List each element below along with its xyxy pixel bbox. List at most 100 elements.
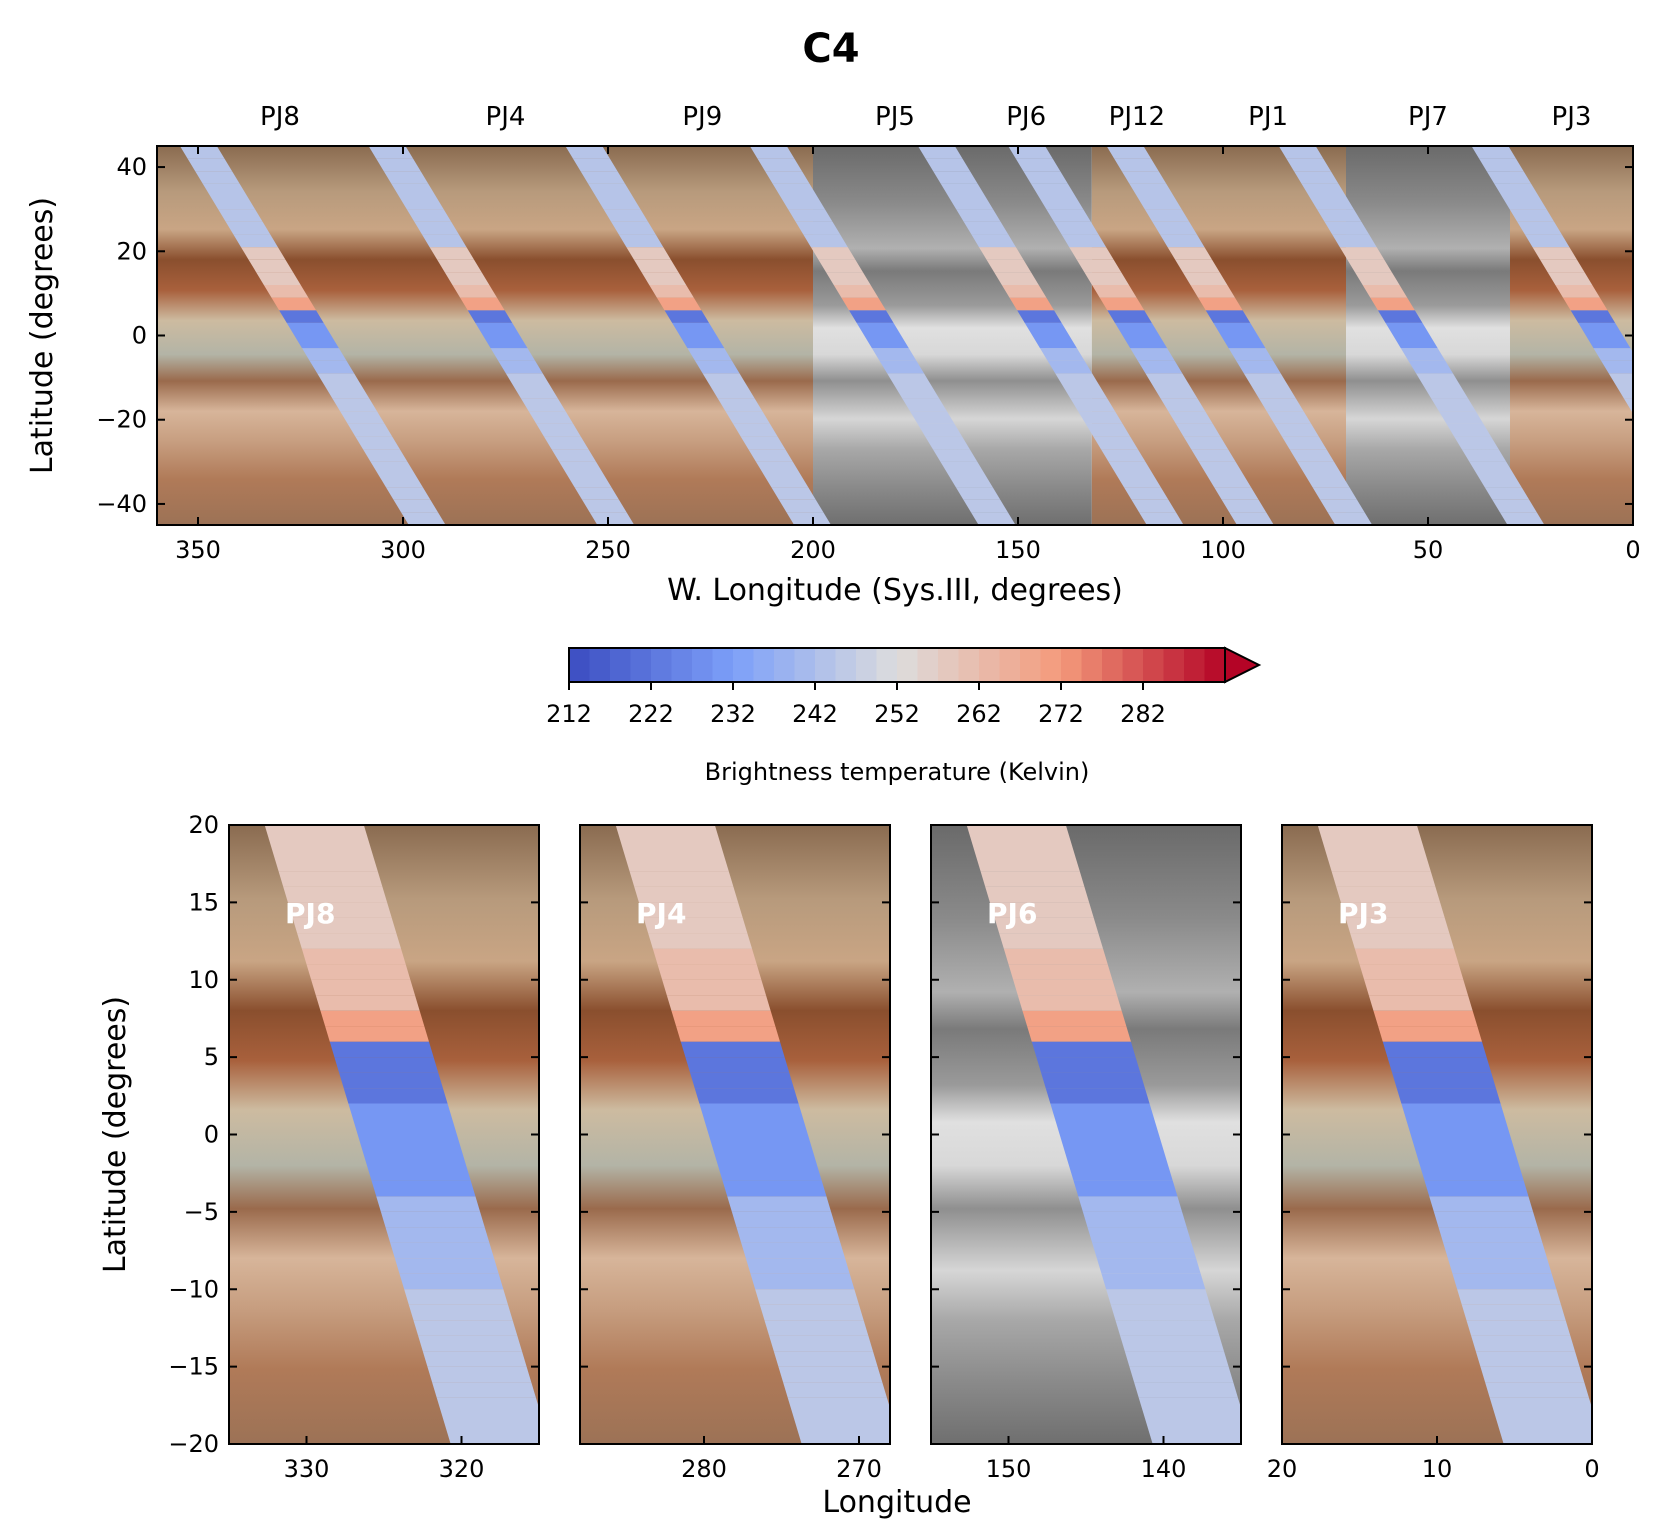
swath-cell-pj8: [240, 247, 286, 260]
zoom-swath-cell: [1331, 871, 1436, 887]
swath-cell-pj9: [626, 247, 671, 260]
perijove-label-pj12: PJ12: [1109, 102, 1165, 132]
zoom-swath-cell: [376, 1196, 481, 1212]
swath-cell-pj5: [833, 284, 879, 298]
swath-cell-pj9: [580, 171, 626, 184]
swath-cell-pj9: [786, 512, 832, 525]
swath-cell-pj1: [1167, 247, 1213, 260]
zoom-swath-cell: [1368, 995, 1473, 1011]
colorbar-cell: [692, 648, 713, 682]
zoom-swath-cell: [657, 964, 762, 980]
zoom-swath-cell: [1082, 1211, 1187, 1228]
colorbar-cell: [651, 648, 672, 682]
swath-cell-pj7: [1446, 423, 1492, 437]
swath-cell-pj9: [740, 436, 786, 450]
swath-cell-pj4: [444, 272, 490, 285]
swath-cell-pj1: [1236, 360, 1281, 374]
swath-cell-pj6: [963, 221, 1009, 235]
zoom-y-tick-label: −20: [168, 1430, 219, 1458]
zoom-swath-cell: [773, 1351, 878, 1367]
x-tick-label: 100: [1200, 536, 1246, 564]
zoom-swath-cell: [764, 1320, 869, 1336]
swath-cell-pj9: [603, 209, 649, 222]
zoom-swath-cell: [1461, 1304, 1566, 1321]
swath-cell-pj9: [679, 335, 725, 349]
swath-cell-pj6: [994, 272, 1039, 285]
zoom-swath-cell: [1336, 886, 1441, 903]
zoom-swath-cell: [1092, 1242, 1197, 1259]
swath-cell-pj12: [1198, 461, 1244, 475]
swath-cell-pj7: [1416, 373, 1461, 387]
swath-cell-pj1: [1259, 398, 1304, 412]
swath-cell-pj5: [856, 322, 902, 336]
swath-cell-pj7: [1309, 196, 1354, 210]
swath-cell-pj8: [279, 310, 324, 323]
zoom-swath-cell: [1326, 855, 1431, 872]
swath-cell-pj3: [1501, 196, 1547, 210]
swath-cell-pj5: [780, 196, 825, 210]
swath-cell-pj8: [401, 512, 446, 525]
perijove-label-pj5: PJ5: [875, 102, 915, 132]
x-tick-label: 350: [175, 536, 221, 564]
zoom-swath-cell: [329, 1041, 434, 1058]
swath-cell-pj9: [672, 322, 717, 336]
swath-cell-pj9: [756, 461, 801, 475]
swath-cell-pj9: [695, 360, 740, 374]
swath-cell-pj9: [771, 487, 816, 500]
zoom-swath-cell: [1013, 979, 1117, 996]
zoom-swath-cell: [1148, 1428, 1241, 1444]
swath-cell-pj5: [818, 259, 864, 273]
zoom-swath-cell: [727, 1196, 832, 1212]
zoom-swath-cell: [380, 1211, 485, 1228]
zoom-swath-cell: [1466, 1320, 1571, 1336]
swath-cell-pj12: [1145, 373, 1190, 387]
swath-cell-pj5: [749, 146, 795, 159]
swath-cell-pj12: [1137, 360, 1183, 374]
main-map-swaths: [179, 146, 1633, 525]
zoom-swath-cell: [427, 1366, 532, 1383]
zoom-swath-cell: [989, 902, 1094, 918]
swath-cell-pj3: [1562, 297, 1608, 311]
swath-cell-pj12: [1084, 272, 1129, 285]
colorbar-cell: [979, 648, 1000, 682]
zoom-swath-cell: [1064, 1149, 1169, 1166]
zoom-swath-cell: [413, 1320, 518, 1336]
zoom-swath-cell: [1008, 964, 1113, 980]
swath-cell-pj3: [1585, 335, 1631, 349]
swath-cell-pj8: [179, 146, 225, 159]
swath-cell-pj8: [385, 487, 431, 500]
swath-cell-pj1: [1121, 171, 1167, 184]
y-tick-label: 0: [132, 322, 147, 350]
colorbar-cell: [999, 648, 1021, 682]
zoom-swath-cell: [1110, 1304, 1215, 1321]
zoom-swath-cell: [1438, 1227, 1543, 1243]
swath-cell-pj8: [393, 499, 439, 513]
swath-cell-pj6: [940, 183, 986, 197]
zoom-swath-cell: [985, 886, 1090, 903]
main-y-axis-label: Latitude (degrees): [25, 197, 60, 474]
swath-cell-pj9: [733, 423, 778, 437]
zoom-swath-cell: [301, 948, 406, 965]
swath-cell-pj6: [1017, 310, 1062, 323]
colorbar-cell: [856, 648, 877, 682]
swath-cell-pj6: [1085, 423, 1131, 437]
swath-cell-pj6: [948, 196, 993, 210]
swath-cell-pj5: [757, 158, 803, 172]
swath-cell-pj6: [1009, 297, 1054, 311]
colorbar-cell: [794, 648, 816, 682]
zoom-swath-cell: [966, 825, 1071, 841]
swath-cell-pj9: [664, 310, 710, 323]
zoom-swath-cell: [1489, 1397, 1592, 1414]
swath-cell-pj4: [566, 474, 612, 488]
swath-cell-pj9: [641, 272, 687, 285]
swath-cell-pj7: [1454, 436, 1499, 450]
swath-cell-pj9: [778, 499, 824, 513]
swath-cell-pj7: [1400, 348, 1446, 361]
swath-cell-pj12: [1153, 386, 1198, 399]
zoom-swath-cell: [1027, 1026, 1131, 1042]
zoom-swath-cell: [1443, 1242, 1548, 1259]
zoom-swath-cell: [292, 917, 397, 934]
zoom-swath-cell: [769, 1335, 873, 1352]
swath-cell-pj8: [271, 297, 316, 311]
